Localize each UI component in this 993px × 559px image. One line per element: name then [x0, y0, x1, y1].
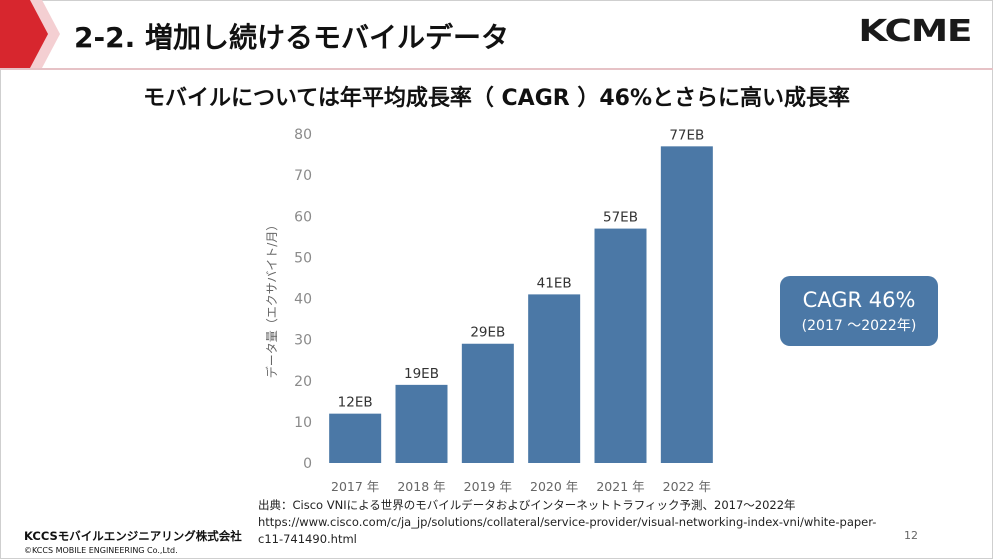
y-tick-label: 40: [294, 292, 312, 308]
bar-data-label: 19EB: [404, 366, 439, 382]
bar: [329, 413, 382, 463]
x-tick-label: 2017 年: [331, 479, 379, 494]
slide-subtitle: モバイルについては年平均成長率（ CAGR ）46%とさらに高い成長率: [142, 86, 851, 111]
x-tick-label: 2022 年: [663, 479, 711, 494]
slide-header: 2-2. 増加し続けるモバイルデータ KCME: [0, 0, 993, 70]
bar-data-label: 77EB: [669, 127, 704, 143]
source-line-2: https://www.cisco.com/c/ja_jp/solutions/…: [258, 515, 877, 529]
source-line-3: c11-741490.html: [258, 532, 357, 546]
bar-data-label: 41EB: [537, 275, 572, 291]
cagr-callout: CAGR 46% (2017 ～2022年): [780, 276, 938, 346]
y-tick-label: 0: [303, 456, 312, 472]
y-tick-label: 60: [294, 209, 312, 225]
y-tick-label: 30: [294, 333, 312, 349]
bar: [461, 343, 514, 463]
page-number: 12: [904, 529, 918, 542]
slide-title: 2-2. 増加し続けるモバイルデータ: [74, 21, 509, 54]
x-tick-label: 2018 年: [397, 479, 445, 494]
cagr-value: CAGR 46%: [802, 288, 916, 312]
copyright: ©KCCS MOBILE ENGINEERING Co.,Ltd.: [24, 546, 178, 555]
header-divider: [0, 68, 993, 70]
company-name: KCCSモバイルエンジニアリング株式会社: [24, 529, 242, 543]
y-tick-label: 70: [294, 168, 312, 184]
x-tick-label: 2021 年: [596, 479, 644, 494]
kcme-logo: KCME: [858, 14, 972, 49]
bar-data-label: 57EB: [603, 210, 638, 226]
x-tick-label: 2019 年: [464, 479, 512, 494]
bar: [395, 384, 448, 463]
cagr-period: (2017 ～2022年): [801, 318, 917, 334]
source-line-1: 出典：Cisco VNIによる世界のモバイルデータおよびインターネットトラフィッ…: [258, 498, 796, 512]
x-tick-label: 2020 年: [530, 479, 578, 494]
source-note: 出典：Cisco VNIによる世界のモバイルデータおよびインターネットトラフィッ…: [258, 497, 876, 548]
y-tick-label: 20: [294, 374, 312, 390]
bar-data-label: 12EB: [338, 395, 373, 411]
bar-chart: 0 10 20 30 40 50 60 70 80 データ量（エクサバイト/月） 12EB 2017 …: [264, 127, 713, 494]
y-tick-label: 10: [294, 415, 312, 431]
corner-accent-icon: [0, 0, 60, 68]
y-tick-label: 80: [294, 127, 312, 143]
bar: [528, 294, 581, 463]
y-axis-label: データ量（エクサバイト/月）: [264, 219, 279, 379]
y-tick-label: 50: [294, 250, 312, 266]
bar: [594, 228, 647, 463]
bar: [660, 146, 713, 463]
bar-data-label: 29EB: [470, 325, 505, 341]
